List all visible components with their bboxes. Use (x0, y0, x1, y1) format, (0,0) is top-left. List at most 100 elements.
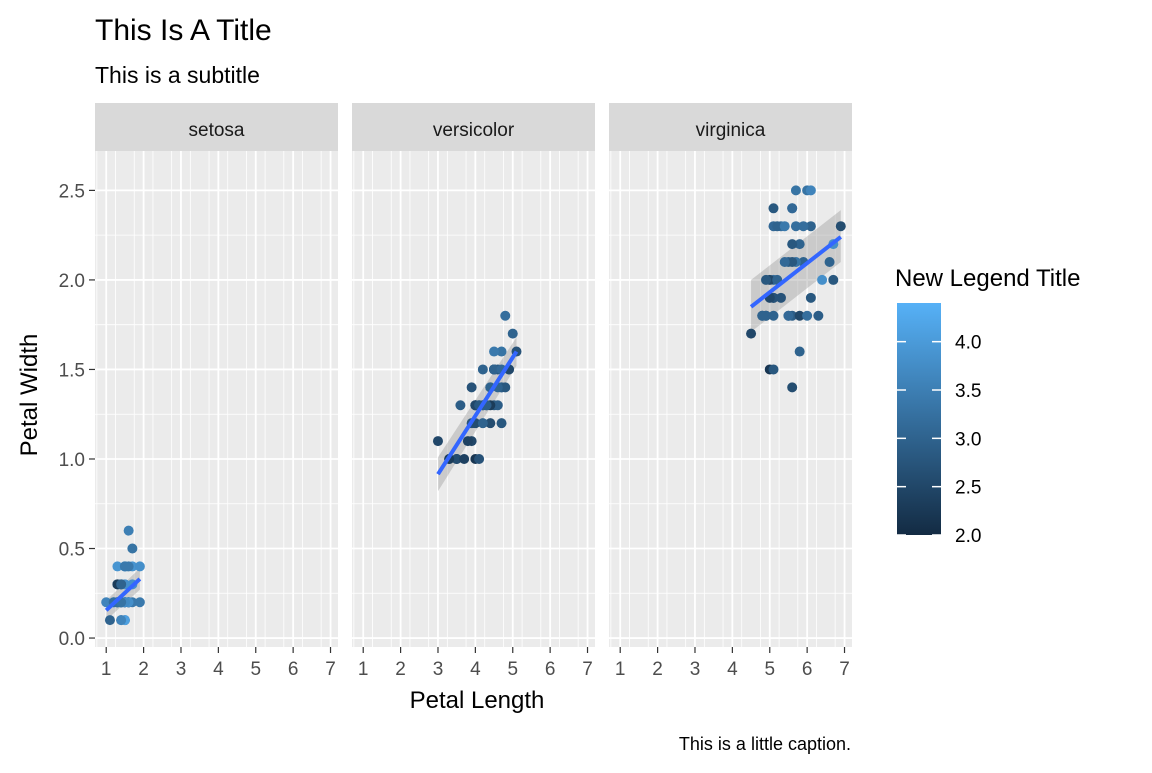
data-point (798, 221, 809, 232)
data-point (768, 364, 779, 375)
facet-strip (352, 103, 595, 151)
x-tick-label: 7 (839, 659, 850, 680)
panel-background (95, 151, 338, 647)
data-point (805, 185, 816, 196)
data-point (787, 257, 798, 268)
data-point (466, 382, 477, 393)
chart-caption: This is a little caption. (679, 734, 851, 754)
data-point (817, 274, 828, 285)
facet-panel-versicolor: versicolor 1 2 3 4 5 6 7 (352, 103, 595, 680)
x-tick-label: 3 (433, 659, 444, 680)
panel-background (352, 151, 595, 647)
x-tick-label: 6 (802, 659, 813, 680)
legend-tick-label: 2.5 (955, 478, 981, 499)
x-tick-label: 1 (358, 659, 369, 680)
facet-panel-setosa: setosa 1 2 3 4 5 6 7 (95, 103, 338, 680)
x-tick-label: 3 (176, 659, 187, 680)
data-point (112, 561, 123, 572)
data-point (768, 203, 779, 214)
y-tick-label: 0.5 (59, 540, 85, 561)
smooth-line (436, 350, 519, 476)
data-point (779, 257, 790, 268)
y-axis: 0.0 0.5 1.0 1.5 2.0 2.5 (59, 181, 95, 650)
data-point (104, 615, 115, 626)
data-point (451, 453, 462, 464)
data-point (794, 239, 805, 250)
y-tick-label: 0.0 (59, 629, 85, 650)
data-point (489, 346, 500, 357)
data-point (477, 364, 488, 375)
data-point (828, 274, 839, 285)
data-point (783, 310, 794, 321)
data-point (779, 221, 790, 232)
data-point (813, 310, 824, 321)
data-point (787, 239, 798, 250)
data-point (134, 597, 145, 608)
data-point (805, 221, 816, 232)
data-point (462, 436, 473, 447)
x-tick-label: 3 (690, 659, 701, 680)
panel-background (609, 151, 852, 647)
data-point (116, 615, 127, 626)
data-point (123, 525, 134, 536)
data-point (496, 418, 507, 429)
data-point (127, 543, 138, 554)
x-tick-label: 6 (288, 659, 299, 680)
data-point (768, 310, 779, 321)
facet-panels: setosa 1 2 3 4 5 6 7 versicolor 1 2 3 4 5 6 7 virginica 1… (95, 103, 852, 680)
legend-title: New Legend Title (895, 265, 1080, 292)
x-tick-label: 2 (395, 659, 406, 680)
x-tick-label: 5 (764, 659, 775, 680)
data-point (790, 221, 801, 232)
x-tick-label: 4 (470, 659, 481, 680)
data-point (772, 221, 783, 232)
data-point (474, 453, 485, 464)
facet-strip (609, 103, 852, 151)
data-point (496, 346, 507, 357)
x-tick-label: 5 (507, 659, 518, 680)
data-point (787, 203, 798, 214)
data-point (794, 310, 805, 321)
legend-tick-label: 3.0 (955, 429, 981, 450)
x-tick-label: 2 (138, 659, 149, 680)
facet-strip (95, 103, 338, 151)
data-point (485, 418, 496, 429)
legend-colorbar (897, 303, 941, 535)
y-axis-label: Petal Width (16, 334, 43, 457)
x-tick-label: 6 (545, 659, 556, 680)
x-tick-label: 2 (652, 659, 663, 680)
facet-strip-label: versicolor (433, 120, 515, 141)
data-point (459, 453, 470, 464)
data-point (757, 310, 768, 321)
data-point (761, 274, 772, 285)
x-tick-label: 7 (582, 659, 593, 680)
x-tick-label: 4 (727, 659, 738, 680)
data-point (489, 364, 500, 375)
data-point (477, 418, 488, 429)
data-point (835, 221, 846, 232)
data-point (790, 185, 801, 196)
y-tick-label: 2.5 (59, 181, 85, 202)
data-point (432, 436, 443, 447)
legend-tick-label: 3.5 (955, 381, 981, 402)
facet-strip-label: virginica (696, 120, 766, 141)
x-tick-label: 1 (101, 659, 112, 680)
facet-panel-virginica: virginica 1 2 3 4 5 6 7 (609, 103, 852, 680)
data-point (787, 382, 798, 393)
legend-tick-label: 2.0 (955, 526, 981, 547)
x-tick-label: 1 (615, 659, 626, 680)
chart-subtitle: This is a subtitle (95, 62, 260, 88)
legend-tick-label: 4.0 (955, 333, 981, 354)
data-point (805, 292, 816, 303)
y-tick-label: 1.0 (59, 450, 85, 471)
color-legend: New Legend Title 2.0 2.5 3.0 3.5 4.0 (895, 265, 1080, 547)
x-tick-label: 5 (250, 659, 261, 680)
x-tick-label: 4 (213, 659, 224, 680)
chart-title: This Is A Title (95, 14, 272, 47)
data-point (507, 328, 518, 339)
data-point (746, 328, 757, 339)
data-point (775, 292, 786, 303)
facet-strip-label: setosa (189, 120, 245, 141)
